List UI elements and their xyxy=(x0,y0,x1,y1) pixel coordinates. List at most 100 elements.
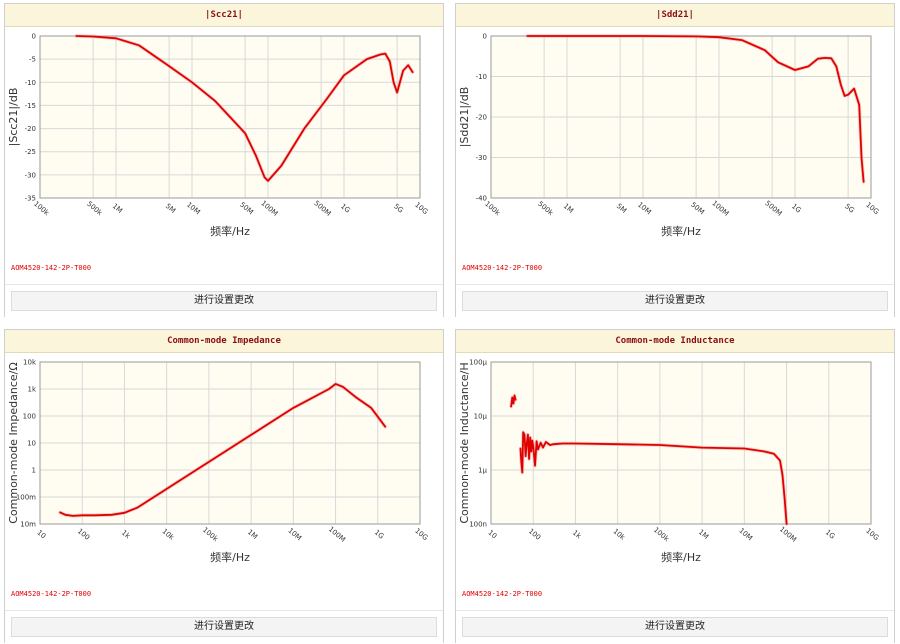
chart-svg: 100k 500k 1M 5M 10M 50M 100M 500M 1G 5G 10G0-5-10-… xyxy=(7,33,429,239)
y-axis-label: |Scc21|/dB xyxy=(7,88,20,147)
y-tick-label: -20 xyxy=(476,114,487,122)
series-line xyxy=(510,394,517,408)
x-tick-label: 500k xyxy=(85,200,104,218)
x-tick-label: 10M xyxy=(185,201,202,217)
x-tick-label: 100M xyxy=(710,199,730,218)
y-tick-label: 0 xyxy=(32,33,36,41)
y-tick-label: -15 xyxy=(25,102,36,110)
panel-footer: 进行设置更改 xyxy=(456,284,894,318)
plot-frame xyxy=(39,35,421,199)
x-tick-label: 10G xyxy=(413,527,429,542)
y-tick-label: 10 xyxy=(27,440,36,448)
settings-change-button[interactable]: 进行设置更改 xyxy=(462,617,888,637)
x-tick-label: 1M xyxy=(246,528,259,541)
chart-panel-inductance: Common-mode Inductance 10 100 1k 10k 100k 1M 1… xyxy=(455,329,895,644)
x-tick-label: 10G xyxy=(864,527,880,542)
x-tick-label: 1M xyxy=(111,202,124,215)
y-tick-label: 1 xyxy=(32,467,36,475)
part-number: AOM4520-142-2P-T000 xyxy=(11,264,92,272)
x-tick-label: 1G xyxy=(373,528,386,540)
x-tick-label: 100 xyxy=(76,527,91,542)
y-tick-label: 100μ xyxy=(469,359,487,367)
y-tick-label: -30 xyxy=(476,154,487,162)
y-tick-label: -5 xyxy=(29,56,36,64)
x-tick-label: 100M xyxy=(327,525,347,544)
x-tick-label: 1G xyxy=(339,202,352,214)
series-line xyxy=(519,431,788,525)
chart-svg: 10 100 1k 10k 100k 1M 10M 100M 1G 10G 100n 1μ 10μ 100… xyxy=(458,359,880,565)
panel-footer: 进行设置更改 xyxy=(5,610,443,644)
x-axis-label: 频率/Hz xyxy=(210,550,250,564)
y-tick-label: -20 xyxy=(25,125,36,133)
series-line xyxy=(59,383,387,517)
part-number: AOM4520-142-2P-T000 xyxy=(462,264,543,272)
y-tick-label: 100 xyxy=(23,413,36,421)
part-number: AOM4520-142-2P-T000 xyxy=(462,590,543,598)
x-tick-label: 1G xyxy=(824,528,837,540)
x-tick-label: 10G xyxy=(864,201,880,216)
chart-panel-scc21: |Scc21| 100k 500k 1M 5M 10M 50M 100M 500M 1G 5G 10… xyxy=(4,3,444,318)
chart-svg: 100k 500k 1M 5M 10M 50M 100M 500M 1G 5G 10G0-10-20… xyxy=(458,33,880,239)
y-tick-label: -10 xyxy=(476,73,487,81)
x-tick-label: 10M xyxy=(636,201,653,217)
x-tick-label: 100 xyxy=(527,527,542,542)
panel-footer: 进行设置更改 xyxy=(5,284,443,318)
x-tick-label: 5M xyxy=(615,202,628,215)
series-line xyxy=(75,35,414,182)
chart-title: |Scc21| xyxy=(5,4,443,27)
y-axis-label: Common-mode Inductance/H xyxy=(458,362,471,523)
x-tick-label: 500M xyxy=(312,199,332,218)
chart-panel-impedance: Common-mode Impedance 10 100 1k 10k 100k 1M 10… xyxy=(4,329,444,644)
x-tick-label: 50M xyxy=(238,201,255,217)
plot-frame xyxy=(490,361,872,525)
chart-title: |Sdd21| xyxy=(456,4,894,27)
settings-change-button[interactable]: 进行设置更改 xyxy=(11,617,437,637)
x-tick-label: 500M xyxy=(763,199,783,218)
x-tick-label: 10k xyxy=(160,527,176,542)
x-tick-label: 1k xyxy=(571,529,583,541)
x-axis-label: 频率/Hz xyxy=(661,550,701,564)
x-tick-label: 10M xyxy=(737,527,754,543)
x-tick-label: 10G xyxy=(413,201,429,216)
x-tick-label: 100M xyxy=(259,199,279,218)
panel-footer: 进行设置更改 xyxy=(456,610,894,644)
y-tick-label: 1μ xyxy=(478,467,487,475)
x-tick-label: 100k xyxy=(201,526,220,544)
x-tick-label: 10 xyxy=(486,529,498,541)
x-tick-label: 1M xyxy=(697,528,710,541)
settings-change-button[interactable]: 进行设置更改 xyxy=(11,291,437,311)
x-tick-label: 1M xyxy=(562,202,575,215)
part-number: AOM4520-142-2P-T000 xyxy=(11,590,92,598)
y-tick-label: 10k xyxy=(23,359,37,367)
x-tick-label: 50M xyxy=(689,201,706,217)
x-tick-label: 100M xyxy=(778,525,798,544)
y-tick-label: 10m xyxy=(20,521,36,529)
chart-title: Common-mode Inductance xyxy=(456,330,894,353)
y-tick-label: 10μ xyxy=(474,413,488,421)
y-tick-label: 0 xyxy=(483,33,487,41)
y-tick-label: 1k xyxy=(27,386,36,394)
plot-frame xyxy=(39,361,421,525)
x-tick-label: 10 xyxy=(35,529,47,541)
x-tick-label: 5G xyxy=(843,202,856,214)
y-tick-label: -25 xyxy=(25,148,36,156)
chart-panel-sdd21: |Sdd21| 100k 500k 1M 5M 10M 50M 100M 500M 1G 5G 10… xyxy=(455,3,895,318)
chart-title: Common-mode Impedance xyxy=(5,330,443,353)
y-tick-label: 100n xyxy=(469,521,487,529)
y-tick-label: -10 xyxy=(25,79,36,87)
y-tick-label: -35 xyxy=(25,195,36,203)
y-axis-label: |Sdd21|/dB xyxy=(458,87,471,148)
series-line xyxy=(526,35,865,183)
settings-change-button[interactable]: 进行设置更改 xyxy=(462,291,888,311)
x-tick-label: 5G xyxy=(392,202,405,214)
x-tick-label: 5M xyxy=(164,202,177,215)
x-tick-label: 1k xyxy=(120,529,132,541)
x-tick-label: 10M xyxy=(286,527,303,543)
y-tick-label: -30 xyxy=(25,171,36,179)
y-tick-label: 100m xyxy=(16,494,36,502)
x-tick-label: 100k xyxy=(652,526,671,544)
y-tick-label: -40 xyxy=(476,195,487,203)
x-tick-label: 500k xyxy=(536,200,555,218)
x-axis-label: 频率/Hz xyxy=(210,224,250,238)
x-axis-label: 频率/Hz xyxy=(661,224,701,238)
